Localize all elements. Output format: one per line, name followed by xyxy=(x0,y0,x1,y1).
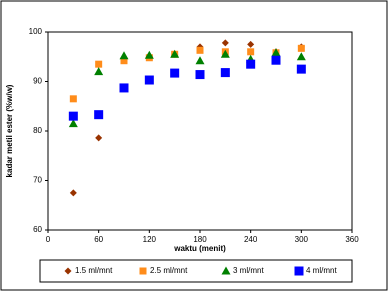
point xyxy=(195,56,205,65)
y-tick-label: 90 xyxy=(33,77,42,86)
point xyxy=(68,119,78,128)
y-tick-label: 80 xyxy=(33,126,42,135)
point xyxy=(69,95,77,103)
y-axis-label: kadar metil ester (%w/w) xyxy=(5,84,14,177)
x-tick-label: 300 xyxy=(295,235,309,244)
point xyxy=(119,83,129,93)
legend-marker xyxy=(139,267,147,275)
point xyxy=(296,52,306,61)
point xyxy=(69,189,77,197)
legend-label: 1.5 ml/mnt xyxy=(75,266,113,275)
point xyxy=(170,68,180,78)
point xyxy=(68,111,78,121)
point xyxy=(247,48,255,56)
point xyxy=(296,64,306,74)
point xyxy=(119,51,129,60)
x-axis-label: waktu (menit) xyxy=(173,244,226,253)
point xyxy=(120,57,128,65)
point xyxy=(297,44,305,52)
legend-label: 4 ml/mnt xyxy=(306,266,337,275)
legend-marker xyxy=(221,266,231,275)
point xyxy=(195,70,205,80)
point xyxy=(170,49,180,58)
y-tick-label: 100 xyxy=(29,27,43,36)
legend-label: 2.5 ml/mnt xyxy=(150,266,188,275)
point xyxy=(220,68,230,78)
point xyxy=(94,67,104,76)
point xyxy=(94,110,104,120)
x-tick-label: 180 xyxy=(193,235,207,244)
x-tick-label: 60 xyxy=(94,235,103,244)
point xyxy=(271,48,281,57)
chart-frame xyxy=(0,0,388,291)
x-tick-label: 120 xyxy=(143,235,157,244)
point xyxy=(144,50,154,59)
y-tick-label: 60 xyxy=(33,225,42,234)
point xyxy=(220,49,230,58)
point xyxy=(95,134,103,142)
point xyxy=(196,46,204,54)
point xyxy=(144,75,154,85)
point xyxy=(247,40,255,48)
legend xyxy=(39,259,353,283)
point xyxy=(95,60,103,68)
y-tick-label: 70 xyxy=(33,176,42,185)
x-tick-label: 360 xyxy=(345,235,359,244)
x-tick-label: 240 xyxy=(244,235,258,244)
legend-label: 3 ml/mnt xyxy=(233,266,264,275)
x-tick-label: 0 xyxy=(46,235,51,244)
point xyxy=(246,59,256,69)
point xyxy=(221,39,229,47)
point xyxy=(271,55,281,65)
legend-marker xyxy=(294,266,304,276)
legend-marker xyxy=(64,267,72,275)
